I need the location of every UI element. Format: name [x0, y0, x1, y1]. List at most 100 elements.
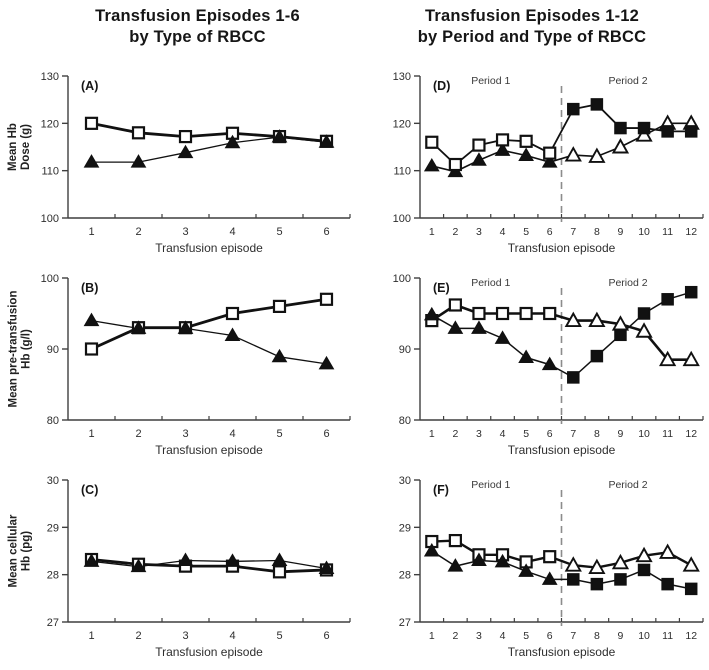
filled-square-marker: [661, 293, 674, 306]
open-square-marker: [425, 135, 439, 149]
filled-triangle-marker: [318, 560, 335, 575]
axes: 27 28 29 30 1 2 3 4 5 6 Transfusion episode: [47, 475, 351, 659]
x-tick-label: 1: [88, 226, 94, 238]
open-triangle-marker: [564, 146, 582, 162]
open-triangle-marker: [588, 558, 606, 575]
filled-triangle-marker: [130, 154, 147, 168]
x-axis-title: Transfusion episode: [508, 443, 616, 457]
x-tick-label: 5: [276, 226, 282, 238]
x-tick-label: 3: [476, 428, 482, 440]
filled-triangle-marker: [541, 356, 558, 371]
open-square-marker: [131, 126, 146, 140]
filled-square-marker: [590, 349, 604, 363]
x-tick-label: 5: [276, 428, 282, 440]
x-tick-label: 8: [594, 428, 600, 440]
open-square-marker: [448, 533, 462, 548]
open-square-marker: [472, 138, 486, 152]
y-tick-label: 110: [41, 166, 59, 178]
y-axis-title-hb-dose: Mean Hb Dose (g): [7, 123, 33, 171]
x-tick-label: 6: [323, 428, 329, 440]
panel-letter-label: (B): [81, 281, 98, 295]
y-tick-label: 27: [399, 617, 411, 629]
filled-triangle-marker: [518, 147, 534, 162]
x-tick-label: 1: [429, 630, 435, 642]
series-markers-filled-markers-line: [423, 285, 698, 384]
filled-triangle-marker: [471, 552, 487, 566]
series-line-filled-triangles: [91, 136, 327, 163]
y-tick-label: 80: [399, 415, 411, 427]
filled-square-marker: [684, 125, 698, 138]
x-tick-label: 12: [685, 428, 697, 440]
x-tick-label: 2: [452, 226, 458, 238]
y-tick-label: 120: [393, 118, 411, 130]
y-tick-label: 90: [399, 344, 411, 356]
series-line-open-squares: [90, 297, 327, 351]
filled-triangle-marker: [224, 327, 241, 342]
period-2-label: Period 2: [608, 75, 647, 87]
panel-letter-label: (C): [81, 483, 98, 497]
series-line-filled-triangles: [91, 319, 327, 365]
right-title-line1: Transfusion Episodes 1-12: [424, 7, 640, 25]
y-axis-title-cell: Mean pre-transfusion Hb (g/l): [0, 266, 40, 468]
x-tick-label: 3: [476, 630, 482, 642]
open-square-marker: [543, 550, 557, 564]
filled-triangle-marker: [83, 553, 100, 567]
filled-triangle-marker: [494, 553, 511, 568]
y-axis-title-line1: Mean Hb: [7, 123, 20, 171]
filled-square-marker: [637, 121, 651, 135]
left-title-line1: Transfusion Episodes 1-6: [95, 7, 300, 25]
x-tick-label: 3: [182, 630, 188, 642]
y-axis-title-line2: Hb (pg): [20, 530, 32, 572]
x-tick-label: 10: [638, 428, 650, 440]
x-tick-label: 5: [523, 428, 529, 440]
open-square-marker: [448, 298, 462, 312]
period-2-label: Period 2: [608, 277, 647, 289]
row-hb-dose: Mean Hb Dose (g) 100 110 120 130 1 2 3 4 5 6 Trans…: [0, 64, 709, 266]
axes: 80 90 100 1 2 3 4 5 6 Transfusion episode: [41, 273, 351, 457]
filled-triangle-marker: [541, 154, 558, 168]
filled-triangle-marker: [224, 553, 241, 567]
x-tick-label: 6: [547, 630, 553, 642]
period-1-label: Period 1: [471, 479, 510, 491]
x-tick-label: 12: [685, 630, 697, 642]
filled-triangle-marker: [177, 320, 194, 334]
y-tick-label: 130: [41, 71, 59, 83]
filled-triangle-marker: [271, 348, 288, 363]
open-triangle-marker: [635, 546, 653, 563]
x-tick-label: 9: [618, 428, 624, 440]
filled-triangle-marker: [447, 320, 464, 334]
filled-square-marker: [567, 102, 580, 116]
x-tick-label: 1: [429, 226, 435, 238]
filled-triangle-marker: [518, 349, 534, 364]
row-pretransfusion-hb: Mean pre-transfusion Hb (g/l) 80 90 100 1 2 3…: [0, 266, 709, 468]
open-triangle-marker: [611, 138, 630, 154]
x-tick-label: 2: [135, 630, 141, 642]
open-triangle-marker: [659, 350, 677, 367]
filled-square-marker: [637, 307, 651, 320]
open-triangle-marker: [682, 556, 700, 572]
filled-triangle-marker: [224, 134, 241, 149]
filled-square-marker: [684, 582, 698, 596]
y-tick-label: 80: [47, 415, 59, 427]
x-tick-label: 11: [662, 630, 673, 642]
y-tick-label: 90: [47, 344, 59, 356]
filled-triangle-marker: [471, 152, 487, 166]
period-1-label: Period 1: [471, 277, 510, 289]
open-triangle-marker: [564, 311, 582, 328]
open-square-marker: [272, 299, 287, 314]
x-tick-label: 8: [594, 226, 600, 238]
period-1-label: Period 1: [471, 75, 510, 87]
y-tick-label: 100: [41, 213, 59, 225]
y-axis-title-cell: Mean Hb Dose (g): [0, 64, 40, 266]
panel-A-chart: 100 110 120 130 1 2 3 4 5 6 Transfusion episode (A): [41, 71, 351, 255]
x-axis-title: Transfusion episode: [155, 645, 263, 659]
series-markers-open-markers-line: [425, 533, 700, 575]
x-tick-label: 3: [182, 226, 188, 238]
y-tick-label: 29: [399, 522, 411, 534]
filled-triangle-marker: [130, 320, 147, 334]
